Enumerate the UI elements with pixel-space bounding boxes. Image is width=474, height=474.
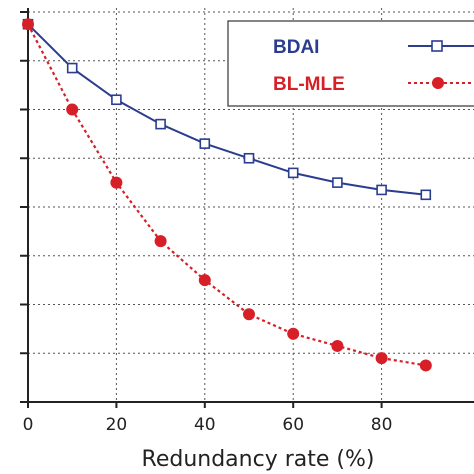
data-point-bl-mle bbox=[66, 103, 79, 116]
data-point-bdai bbox=[199, 138, 211, 149]
tick-labels: 0 20 40 60 80 bbox=[23, 415, 393, 435]
data-point-bdai bbox=[243, 152, 255, 164]
data-point-bdai bbox=[155, 118, 166, 130]
legend: BDAI BL-MLE bbox=[227, 20, 474, 107]
series-line-bl-mle bbox=[27, 23, 426, 367]
data-point-bdai bbox=[66, 62, 78, 74]
data-point-bl-mle bbox=[331, 339, 344, 352]
data-point-bl-mle bbox=[110, 176, 123, 189]
data-point-bl-mle bbox=[375, 352, 388, 365]
legend-label-bdai: BDAI bbox=[273, 37, 319, 58]
x-tick-label: 40 bbox=[194, 415, 216, 435]
axes bbox=[20, 8, 474, 408]
data-point-bdai bbox=[332, 177, 343, 188]
data-point-bdai bbox=[287, 167, 299, 179]
data-point-bdai bbox=[376, 184, 387, 196]
legend-box bbox=[227, 20, 474, 107]
data-point-bl-mle bbox=[419, 359, 432, 372]
data-point-bl-mle bbox=[287, 327, 300, 340]
data-point-bl-mle bbox=[198, 274, 211, 287]
legend-label-bl-mle: BL-MLE bbox=[273, 74, 345, 95]
x-tick-label: 60 bbox=[282, 415, 304, 435]
data-point-bdai bbox=[420, 189, 432, 201]
data-point-bl-mle bbox=[154, 235, 167, 248]
data-point-bl-mle bbox=[22, 18, 34, 31]
x-tick-label: 80 bbox=[371, 415, 393, 435]
data-series bbox=[22, 18, 432, 372]
series-line-bdai bbox=[27, 23, 426, 196]
legend-marker-bdai bbox=[431, 40, 443, 52]
x-tick-label: 0 bbox=[23, 415, 34, 435]
data-point-bdai bbox=[111, 94, 122, 106]
legend-marker-bl-mle bbox=[432, 77, 444, 89]
x-tick-label: 20 bbox=[106, 415, 128, 435]
x-axis-title: Redundancy rate (%) bbox=[142, 447, 375, 472]
data-point-bl-mle bbox=[243, 308, 255, 321]
